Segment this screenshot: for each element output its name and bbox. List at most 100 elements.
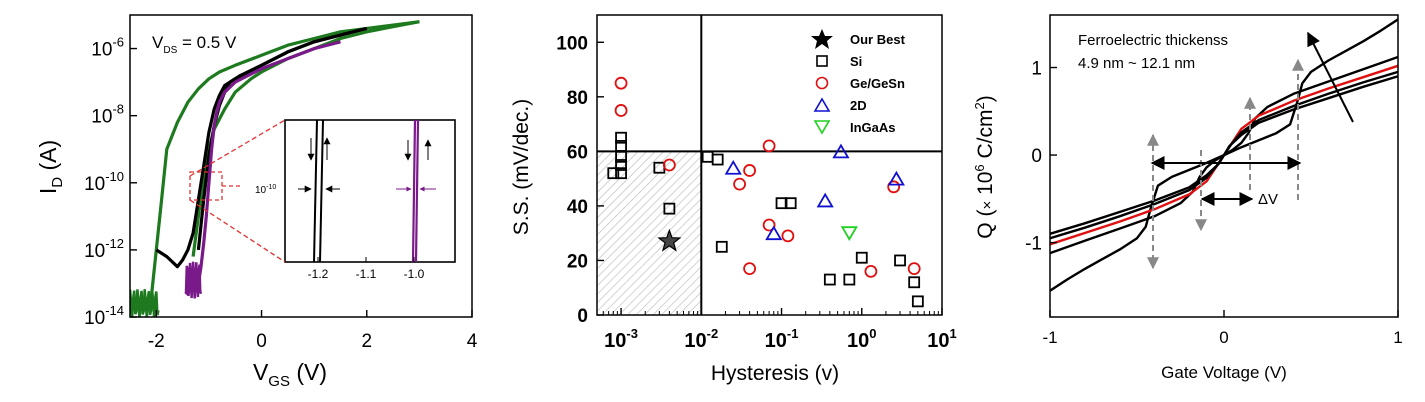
benchmark-xtick-label-1: 10-2 — [684, 326, 718, 352]
inset-xtick-label-1: -1.2 — [308, 267, 329, 281]
thickness-arrow — [1307, 31, 1354, 123]
benchmark-point-1-7 — [663, 202, 676, 215]
benchmark-ytick-label-2: 40 — [567, 197, 588, 218]
benchmark-legend: Our Best Si Ge/GeSn 2D InGaAs — [811, 29, 906, 135]
charge-ylabel: Q (× 106 C/cm2) — [972, 95, 997, 238]
benchmark-point-1-13 — [823, 273, 836, 286]
benchmark-point-1-17 — [908, 276, 921, 289]
transfer-ytick-label-2: 10-10 — [84, 169, 124, 195]
benchmark-point-1-15 — [855, 251, 868, 264]
charge-series-group — [1050, 18, 1398, 292]
charge-curve-5 — [1050, 75, 1398, 235]
benchmark-xtick-label-3: 100 — [847, 326, 876, 352]
panel-transfer: -2 0 2 4 10-6 10-8 10-10 10-12 10-14 VDS = 0.5 V — [35, 14, 478, 390]
transfer-xtick-label-3: 4 — [467, 331, 478, 352]
hatched-region — [597, 151, 702, 315]
thickness-annotation-1: Ferroelectric thickenss — [1078, 32, 1228, 49]
benchmark-point-2-9 — [864, 264, 878, 278]
benchmark-point-3-2 — [816, 192, 834, 208]
benchmark-point-1-16 — [894, 254, 906, 267]
benchmark-point-2-1 — [614, 104, 628, 117]
legend-ingaas-marker — [813, 120, 831, 135]
benchmark-ytick-label-3: 60 — [567, 142, 588, 163]
benchmark-point-1-14 — [843, 273, 856, 286]
transfer-ytick-label-4: 10-14 — [84, 303, 124, 329]
transfer-xlabel: VGS (V) — [253, 359, 327, 390]
thickness-annotation-2: 4.9 nm ~ 12.1 nm — [1078, 55, 1195, 72]
benchmark-xlabel: Hysteresis (v) — [711, 362, 839, 385]
benchmark-point-4-0 — [840, 226, 858, 241]
benchmark-point-1-12 — [784, 197, 797, 210]
inset-xtick-label-3: -1.0 — [404, 267, 425, 281]
benchmark-point-2-7 — [762, 218, 776, 232]
benchmark-ytick-label-0: 0 — [577, 306, 588, 327]
legend-gegesn-marker — [815, 76, 829, 90]
inset-black-curve-b — [319, 119, 324, 263]
transfer-xtick-label-1: 0 — [256, 331, 267, 352]
panel-charge: -1 0 1 -1 0 1 ΔV Ferroelectric thickenss 4.9 … — [972, 14, 1403, 382]
benchmark-point-2-0 — [614, 76, 628, 90]
charge-xlabel: Gate Voltage (V) — [1161, 363, 1287, 382]
benchmark-xtick-label-0: 10-3 — [604, 326, 638, 352]
benchmark-ticks: 10-3 10-2 10-1 100 101 0 20 40 60 80 100 — [556, 33, 956, 352]
legend-our-best: Our Best — [850, 32, 906, 47]
benchmark-point-2-5 — [743, 262, 757, 276]
charge-xtick-label-0: -1 — [1042, 328, 1057, 347]
transfer-xtick-label-2: 2 — [361, 331, 372, 352]
transfer-curve-5 — [196, 40, 341, 284]
benchmark-point-1-2 — [615, 150, 627, 163]
benchmark-point-1-10 — [715, 240, 728, 253]
benchmark-point-1-0 — [615, 131, 627, 144]
inset-connector-top — [189, 119, 286, 177]
benchmark-point-2-11 — [907, 262, 921, 276]
charge-ytick-label-0: -1 — [1025, 234, 1042, 255]
transfer-frame — [129, 14, 473, 318]
benchmark-point-2-3 — [733, 177, 746, 191]
charge-ticks: -1 0 1 -1 0 1 — [1025, 59, 1403, 347]
legend-2d-marker — [813, 97, 831, 112]
benchmark-point-1-3 — [615, 159, 627, 171]
benchmark-point-1-4 — [615, 167, 627, 180]
inset: 10-10 -1.2 -1.1 -1.0 — [189, 119, 456, 281]
transfer-ticks: -2 0 2 4 10-6 10-8 10-10 10-12 10-14 — [84, 35, 478, 352]
benchmark-point-2-8 — [781, 229, 795, 243]
legend-si-marker — [816, 55, 828, 67]
benchmark-point-2-6 — [762, 139, 776, 153]
inset-purple-curve-b — [414, 119, 420, 263]
benchmark-point-2-10 — [887, 180, 901, 194]
charge-xtick-label-2: 1 — [1393, 328, 1402, 347]
benchmark-point-1-5 — [607, 167, 620, 180]
inset-ytick-label: 10-10 — [255, 184, 276, 196]
purple-noise-floor — [184, 261, 203, 299]
inset-connector-bottom — [189, 199, 286, 263]
transfer-ytick-label-3: 10-12 — [84, 236, 124, 262]
benchmark-point-3-4 — [887, 170, 905, 186]
transfer-xtick-label-0: -2 — [148, 331, 165, 352]
transfer-curve-4 — [196, 26, 368, 251]
benchmark-ytick-label-4: 80 — [567, 88, 588, 109]
delta-v-label: ΔV — [1258, 191, 1278, 208]
transfer-ytick-label-0: 10-6 — [91, 35, 124, 61]
charge-ytick-label-1: 0 — [1031, 146, 1042, 167]
benchmark-point-3-3 — [832, 143, 850, 159]
panel-benchmark: 10-3 10-2 10-1 100 101 0 20 40 60 80 100 Our Best … — [510, 14, 957, 385]
benchmark-point-1-18 — [911, 295, 924, 308]
benchmark-point-2-2 — [662, 158, 676, 172]
legend-gegesn: Ge/GeSn — [850, 76, 905, 91]
legend-2d: 2D — [850, 98, 867, 113]
benchmark-ytick-label-5: 100 — [556, 33, 588, 54]
benchmark-point-1-8 — [701, 150, 714, 163]
benchmark-point-3-0 — [724, 159, 742, 175]
charge-ytick-label-2: 1 — [1031, 59, 1042, 80]
benchmark-ytick-label-1: 20 — [567, 251, 588, 272]
benchmark-points — [607, 76, 924, 308]
benchmark-xtick-label-2: 10-1 — [765, 326, 799, 352]
transfer-ytick-label-1: 10-8 — [91, 102, 124, 128]
vds-annotation: VDS = 0.5 V — [152, 33, 237, 56]
benchmark-ylabel: S.S. (mV/dec.) — [510, 99, 533, 236]
benchmark-point-2-4 — [743, 164, 757, 177]
inset-xtick-label-2: -1.1 — [356, 267, 377, 281]
charge-xtick-label-1: 0 — [1219, 328, 1228, 347]
legend-star-marker — [811, 29, 833, 49]
